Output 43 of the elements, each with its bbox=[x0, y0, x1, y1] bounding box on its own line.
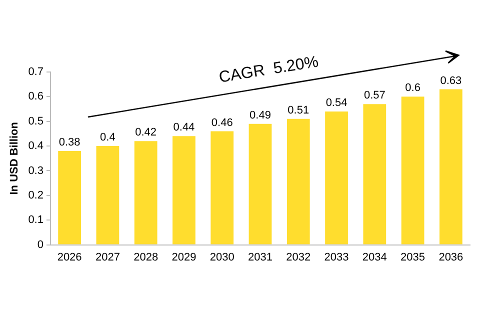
y-tick-label: 0.1 bbox=[28, 214, 44, 226]
data-label: 0.38 bbox=[58, 136, 80, 149]
bar bbox=[96, 146, 120, 244]
x-tick-label: 2033 bbox=[324, 251, 349, 264]
data-label: 0.44 bbox=[173, 122, 195, 134]
data-label: 0.54 bbox=[326, 97, 348, 110]
annotation: CAGR 5.20% bbox=[218, 54, 320, 86]
y-tick-label: 0 bbox=[37, 238, 44, 251]
data-label: 0.51 bbox=[288, 104, 310, 116]
x-tick-label: 2032 bbox=[286, 251, 311, 264]
y-tick-label: 0.7 bbox=[28, 66, 44, 78]
x-tick-label: 2028 bbox=[134, 251, 158, 264]
bar bbox=[210, 131, 234, 244]
bar bbox=[134, 141, 158, 244]
data-label: 0.49 bbox=[250, 109, 271, 122]
data-label: 0.57 bbox=[364, 90, 386, 102]
data-label: 0.63 bbox=[440, 74, 462, 87]
y-tick-label: 0.6 bbox=[28, 90, 44, 103]
bar bbox=[363, 104, 386, 244]
x-tick-label: 2027 bbox=[95, 251, 120, 264]
y-tick-label: 0.2 bbox=[28, 189, 44, 202]
bar bbox=[58, 150, 81, 244]
data-label: 0.4 bbox=[100, 132, 116, 144]
x-tick-label: 2031 bbox=[248, 251, 272, 264]
x-tick-label: 2029 bbox=[172, 251, 196, 264]
x-tick-label: 2036 bbox=[438, 251, 464, 264]
data-label: 0.46 bbox=[211, 116, 233, 129]
x-tick-label: 2030 bbox=[210, 251, 234, 264]
y-axis-title: In USD Billion bbox=[8, 122, 21, 195]
data-label: 0.6 bbox=[405, 82, 420, 94]
x-tick-label: 2026 bbox=[57, 251, 82, 264]
bar bbox=[172, 136, 196, 244]
x-tick-label: 2035 bbox=[400, 251, 426, 264]
bar bbox=[325, 111, 348, 244]
bar bbox=[286, 118, 310, 244]
x-tick-label: 2034 bbox=[362, 251, 387, 264]
y-tick-label: 0.3 bbox=[28, 164, 44, 177]
y-tick-label: 0.5 bbox=[28, 115, 44, 128]
y-tick-label: 0.4 bbox=[28, 140, 44, 152]
data-label: 0.42 bbox=[135, 126, 157, 139]
bar bbox=[248, 124, 272, 244]
bar bbox=[439, 89, 462, 244]
bar bbox=[401, 96, 424, 244]
